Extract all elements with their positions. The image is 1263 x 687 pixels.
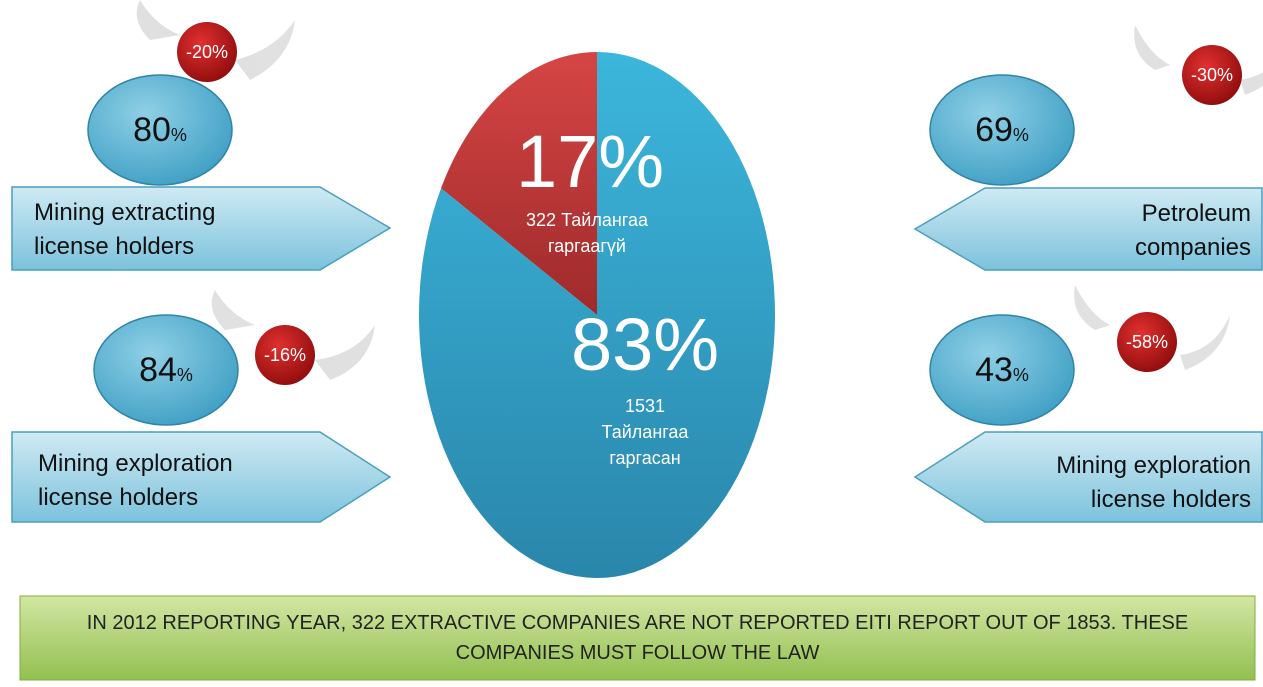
callout-percent: 43% (930, 350, 1074, 395)
percent-unit: % (170, 125, 187, 145)
percent-unit: % (176, 365, 193, 385)
callout-percent: 69% (930, 110, 1074, 155)
change-unit: % (290, 345, 307, 365)
callout-label: Mining exploration license holders (1056, 452, 1251, 513)
arrows (11, 186, 1263, 523)
pie-category-label: 322 Тайлангаа гаргаагүй (526, 210, 648, 256)
percent-number: 80 (133, 111, 171, 149)
change-unit: % (1217, 65, 1234, 85)
pie-slice (441, 52, 597, 315)
change-number: -16 (263, 345, 290, 365)
badges (177, 22, 1242, 385)
callout-change: -30% (1182, 63, 1242, 87)
footer-box (19, 595, 1256, 681)
percent-unit: % (1012, 125, 1029, 145)
callout-percent: 80% (88, 110, 232, 155)
percent-number: 43 (975, 351, 1013, 389)
change-unit: % (212, 42, 229, 62)
footer-text: IN 2012 REPORTING YEAR, 322 EXTRACTIVE C… (86, 612, 1189, 664)
callout-change: -16% (255, 343, 315, 367)
percent-number: 84 (139, 351, 177, 389)
wings (136, 0, 1263, 380)
percent-number: 69 (975, 111, 1013, 149)
pie-value-label: 83% (570, 303, 720, 386)
pie-slice (419, 52, 776, 579)
callout-percent: 84% (94, 350, 238, 395)
callout-change: -58% (1117, 330, 1177, 354)
ovals (87, 74, 1075, 426)
change-number: -58 (1125, 332, 1152, 352)
callout-label: Mining extracting license holders (34, 199, 216, 260)
pie-value-label: 17% (515, 120, 665, 203)
callout-change: -20% (177, 40, 237, 64)
callout-label: Petroleum companies (1134, 200, 1251, 261)
callout-label: Mining exploration license holders (38, 450, 233, 511)
pie-category-label: 1531 Тайлангаа гаргасан (601, 396, 689, 468)
change-number: -30 (1190, 65, 1217, 85)
percent-unit: % (1012, 365, 1029, 385)
change-number: -20 (185, 42, 212, 62)
change-unit: % (1152, 332, 1169, 352)
